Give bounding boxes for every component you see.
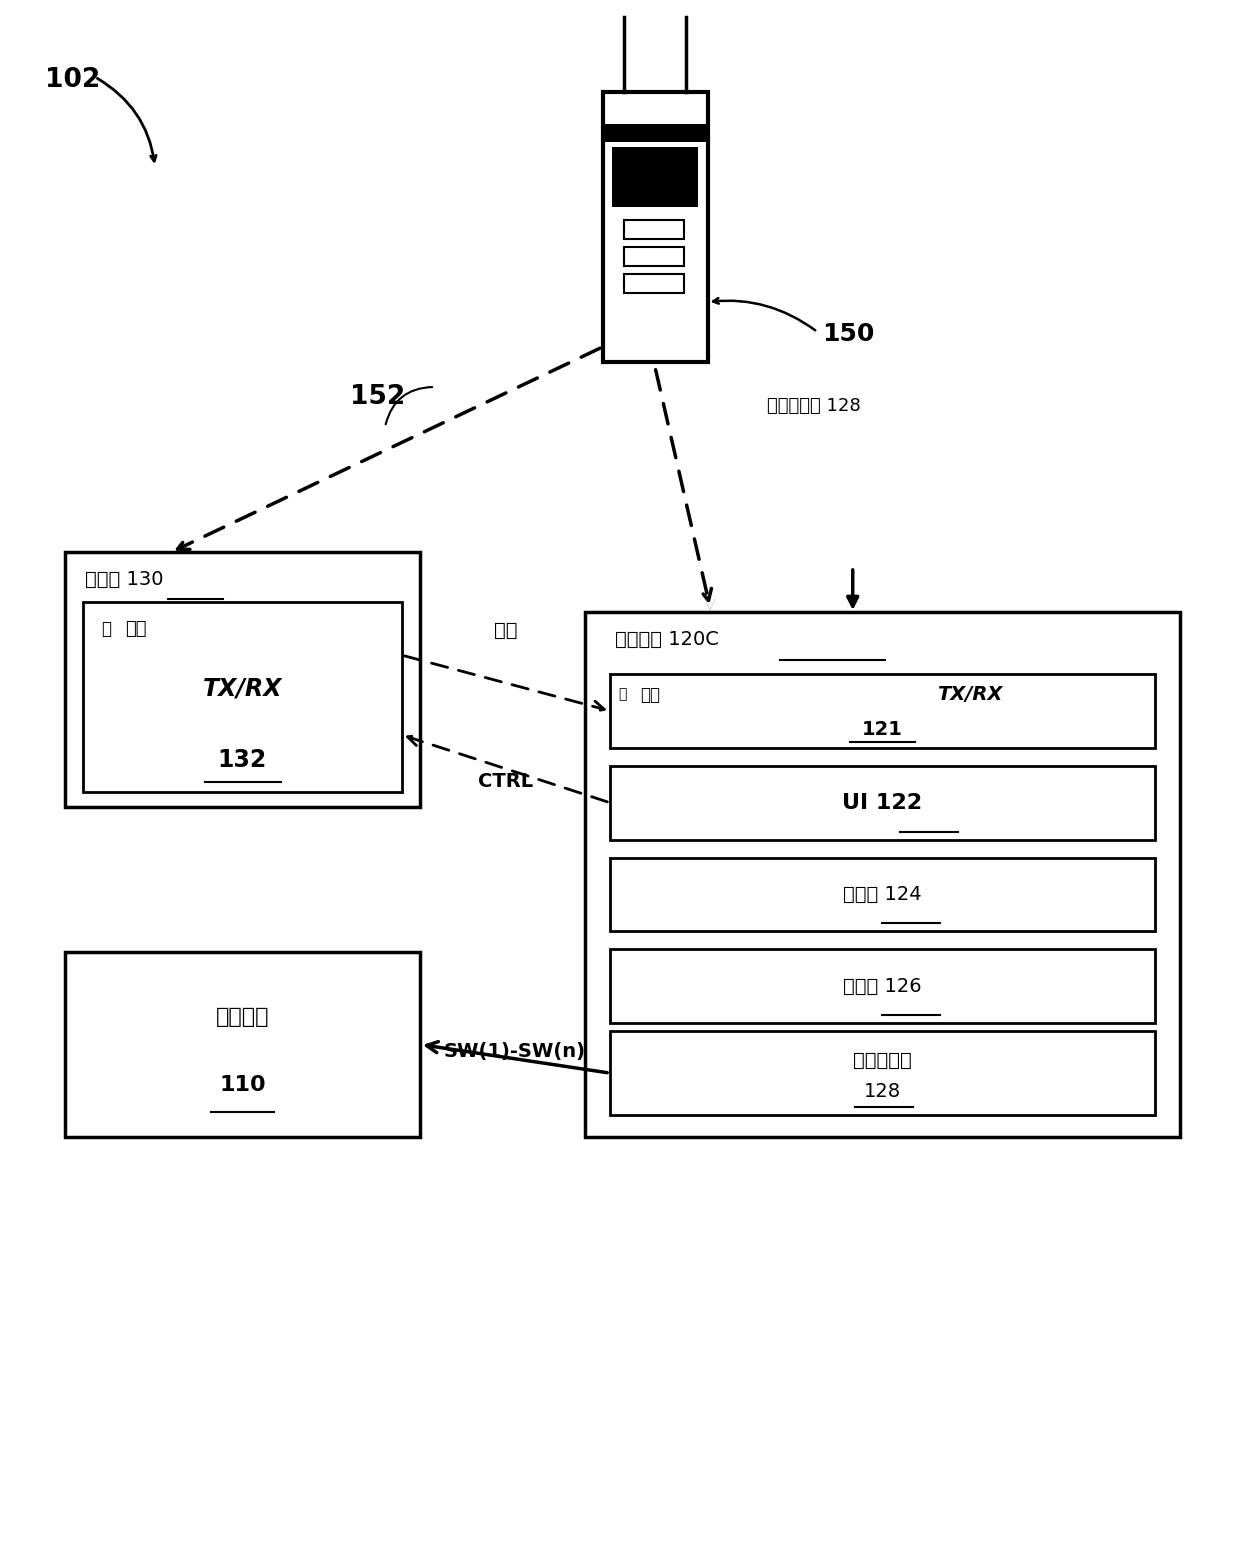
Text: 102: 102 bbox=[45, 67, 100, 93]
Bar bbox=[613, 147, 697, 206]
Text: TX/RX: TX/RX bbox=[203, 677, 283, 702]
Bar bbox=[610, 765, 1154, 840]
Text: 控制单元 120C: 控制单元 120C bbox=[615, 630, 719, 649]
Text: 121: 121 bbox=[862, 720, 903, 739]
Text: CTRL: CTRL bbox=[479, 771, 533, 790]
Bar bbox=[610, 674, 1154, 748]
Bar bbox=[610, 1031, 1154, 1114]
Bar bbox=[610, 950, 1154, 1023]
Bar bbox=[625, 220, 684, 239]
Bar bbox=[603, 124, 708, 141]
Text: 传感器 130: 传感器 130 bbox=[86, 570, 164, 590]
Text: 150: 150 bbox=[822, 321, 875, 346]
Text: 反馈: 反馈 bbox=[495, 621, 518, 639]
Text: 152: 152 bbox=[350, 383, 405, 410]
Text: ・: ・ bbox=[618, 688, 626, 702]
Text: ・: ・ bbox=[100, 619, 112, 638]
Bar bbox=[83, 602, 402, 792]
Bar bbox=[625, 275, 684, 293]
Bar bbox=[603, 92, 708, 362]
Bar bbox=[585, 611, 1180, 1138]
Bar bbox=[64, 951, 420, 1138]
Text: 132: 132 bbox=[218, 748, 267, 771]
Text: 刺激电极: 刺激电极 bbox=[216, 1007, 269, 1027]
Text: 波形发生器 128: 波形发生器 128 bbox=[768, 397, 862, 414]
Text: 110: 110 bbox=[219, 1076, 265, 1096]
Text: UI 122: UI 122 bbox=[842, 793, 923, 813]
Text: TX/RX: TX/RX bbox=[937, 684, 1002, 705]
Text: 波形生成器: 波形生成器 bbox=[853, 1051, 911, 1069]
Text: SW(1)-SW(n): SW(1)-SW(n) bbox=[444, 1041, 587, 1062]
Text: 存储器 126: 存储器 126 bbox=[843, 976, 921, 996]
Bar bbox=[610, 858, 1154, 931]
Bar bbox=[625, 247, 684, 265]
Text: 无线: 无线 bbox=[125, 619, 146, 638]
Bar bbox=[64, 553, 420, 807]
Text: 处理器 124: 处理器 124 bbox=[843, 885, 921, 903]
Text: 128: 128 bbox=[864, 1082, 901, 1100]
Text: 无线: 无线 bbox=[640, 686, 660, 703]
